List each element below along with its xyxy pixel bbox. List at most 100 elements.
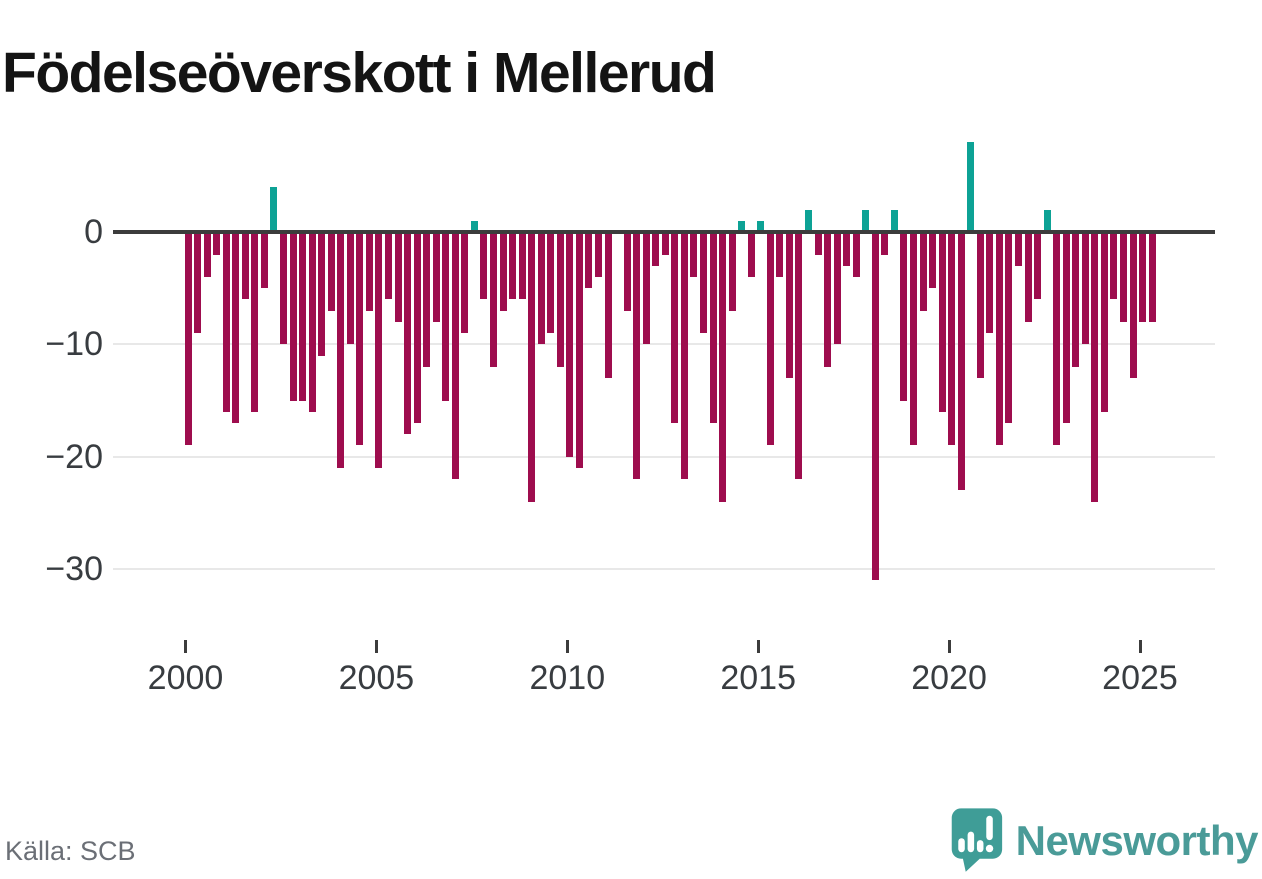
bar-positive	[890, 209, 898, 232]
bar-negative	[404, 232, 411, 435]
bar-negative	[1139, 232, 1146, 322]
bar-negative	[652, 232, 660, 266]
gridline	[113, 343, 1215, 346]
bar-negative	[375, 232, 383, 468]
bar-negative	[566, 232, 574, 457]
bar-negative	[509, 232, 516, 300]
bar-negative	[766, 232, 774, 446]
bar-negative	[279, 232, 287, 345]
bar-positive	[804, 209, 812, 232]
bar-negative	[518, 232, 526, 300]
bar-negative	[1100, 232, 1108, 412]
bar-negative	[451, 232, 459, 480]
bar-negative	[728, 232, 736, 311]
bar-negative	[709, 232, 717, 423]
bar-negative	[833, 232, 841, 345]
x-axis-tick-label: 2020	[911, 659, 987, 697]
bar-negative	[594, 232, 602, 277]
bar-negative	[528, 232, 536, 502]
bar-negative	[327, 232, 335, 311]
bar-negative	[356, 232, 364, 446]
bar-negative	[365, 232, 373, 311]
bar-negative	[251, 232, 259, 412]
bar-negative	[203, 232, 211, 277]
bar-negative	[222, 232, 230, 412]
x-axis-tick	[1138, 640, 1142, 653]
bar-negative	[1148, 232, 1156, 322]
x-axis-tick	[565, 640, 569, 653]
bar-negative	[1119, 232, 1127, 322]
bar-positive	[270, 187, 278, 232]
bar-negative	[413, 232, 421, 423]
x-axis-tick	[947, 640, 951, 653]
bar-negative	[699, 232, 707, 334]
x-axis-tick-label: 2000	[147, 659, 224, 697]
brand-name: Newsworthy	[1015, 817, 1259, 864]
bar-negative	[1053, 232, 1061, 446]
zero-axis-line	[113, 230, 1215, 234]
bar-negative	[1091, 232, 1099, 502]
bar-negative	[785, 232, 793, 378]
bar-negative	[194, 232, 201, 334]
bar-negative	[537, 232, 545, 345]
bar-negative	[547, 232, 555, 334]
bar-negative	[346, 232, 354, 345]
bar-negative	[690, 232, 698, 277]
bar-negative	[1110, 232, 1118, 300]
bar-negative	[241, 232, 249, 300]
bar-negative	[719, 232, 726, 502]
bar-negative	[442, 232, 450, 401]
bar-negative	[900, 232, 908, 401]
bar-negative	[671, 232, 679, 423]
bar-negative	[824, 232, 831, 367]
bar-negative	[499, 232, 507, 311]
bar-negative	[432, 232, 440, 322]
bar-negative	[604, 232, 612, 378]
bar-negative	[843, 232, 851, 266]
bar-negative	[929, 232, 936, 289]
bar-negative	[852, 232, 860, 277]
y-axis-tick-label: −30	[45, 549, 103, 588]
bar-negative	[995, 232, 1003, 446]
bar-negative	[556, 232, 564, 367]
bar-positive	[470, 220, 478, 232]
bar-negative	[337, 232, 345, 468]
bar-negative	[881, 232, 889, 255]
bar-negative	[623, 232, 631, 311]
bar-negative	[575, 232, 583, 468]
x-axis-tick-label: 2005	[338, 659, 415, 697]
bar-positive	[862, 209, 870, 232]
bar-negative	[1062, 232, 1070, 423]
x-axis-tick	[374, 640, 378, 653]
bar-negative	[1081, 232, 1089, 345]
bar-negative	[642, 232, 650, 345]
bar-negative	[461, 232, 469, 334]
bar-negative	[1034, 232, 1041, 300]
bar-negative	[423, 232, 431, 367]
bar-negative	[1129, 232, 1137, 378]
bar-negative	[948, 232, 956, 446]
bar-negative	[938, 232, 946, 412]
bar-negative	[957, 232, 965, 491]
bar-negative	[814, 232, 822, 255]
gridline	[113, 567, 1215, 570]
bar-negative	[747, 232, 755, 277]
bar-negative	[232, 232, 240, 423]
source-label: Källa: SCB	[5, 836, 136, 866]
bar-negative	[480, 232, 488, 300]
x-axis-tick-label: 2015	[720, 659, 796, 697]
bar-negative	[680, 232, 688, 480]
bar-positive	[757, 220, 765, 232]
y-axis-tick-label: −20	[45, 437, 103, 476]
bar-negative	[489, 232, 497, 367]
bar-negative	[871, 232, 879, 581]
x-axis-tick-label: 2010	[529, 659, 606, 697]
bar-positive	[967, 142, 975, 232]
x-axis-tick	[184, 640, 187, 653]
bar-negative	[1005, 232, 1013, 423]
gridline	[113, 455, 1215, 458]
bar-negative	[289, 232, 297, 401]
bar-negative	[795, 232, 803, 480]
bar-positive	[1043, 209, 1051, 232]
bar-negative	[986, 232, 994, 334]
